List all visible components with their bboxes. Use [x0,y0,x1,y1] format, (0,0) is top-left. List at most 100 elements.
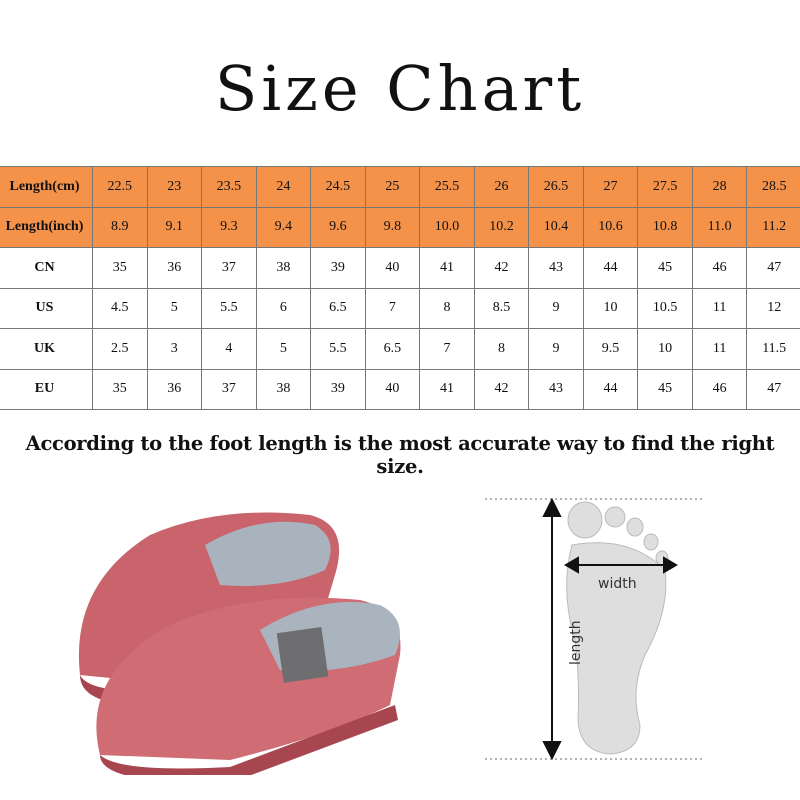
row-label: UK [0,328,93,370]
table-cell: 7 [364,287,421,329]
table-cell: 11.2 [746,206,800,248]
table-cell: 35 [92,247,148,289]
table-row: UK 2.5 3 4 5 5.5 6.5 7 8 9 9.5 10 11 11.5 [0,328,800,370]
table-cell: 11 [691,287,748,329]
table-cell: 5 [255,328,312,370]
table-cell: 25.5 [419,166,475,208]
table-cell: 39 [310,247,366,289]
table-cell: 41 [419,368,475,410]
table-cell: 9.1 [146,206,203,248]
table-cell: 26 [473,166,530,208]
slippers-image [78,512,401,775]
table-cell: 22.5 [92,166,148,208]
table-cell: 36 [146,368,203,410]
table-cell: 12 [746,287,800,329]
width-label: width [598,576,637,592]
table-cell: 10.8 [637,206,693,248]
table-cell: 23 [146,166,203,208]
table-cell: 7 [419,328,475,370]
table-cell: 40 [364,247,421,289]
table-cell: 5 [146,287,203,329]
table-cell: 10.5 [637,287,693,329]
row-label: Length(inch) [0,206,93,248]
size-table: Length(cm) 22.5 23 23.5 24 24.5 25 25.5 26 26.5 27… [0,166,800,410]
table-cell: 39 [310,368,366,410]
table-cell: 10 [637,328,693,370]
row-label: US [0,287,93,329]
table-cell: 8 [473,328,530,370]
table-cell: 10 [582,287,639,329]
table-cell: 10.0 [419,206,475,248]
table-cell: 45 [637,368,693,410]
table-row: EU 35 36 37 38 39 40 41 42 43 44 45 46 47 [0,368,800,410]
table-cell: 10.4 [528,206,584,248]
table-cell: 9 [528,328,584,370]
table-cell: 2.5 [92,328,148,370]
table-cell: 10.2 [473,206,530,248]
table-cell: 11.0 [691,206,748,248]
table-cell: 9.6 [310,206,366,248]
table-cell: 42 [473,247,530,289]
table-cell: 24 [255,166,312,208]
label-tag [276,627,329,683]
table-cell: 11 [691,328,748,370]
table-cell: 6 [255,287,312,329]
row-label: Length(cm) [0,166,93,208]
row-label: EU [0,368,93,410]
table-cell: 25 [364,166,421,208]
table-cell: 43 [528,368,584,410]
table-row: Length(inch) 8.9 9.1 9.3 9.4 9.6 9.8 10.0 10.2 10… [0,206,800,248]
foot-measure-diagram: width length [485,497,705,761]
table-cell: 8.5 [473,287,530,329]
table-cell: 9.3 [201,206,257,248]
table-cell: 9.8 [364,206,421,248]
table-cell: 8 [419,287,475,329]
table-cell: 46 [691,368,748,410]
table-cell: 27 [582,166,639,208]
table-cell: 38 [255,247,312,289]
table-cell: 36 [146,247,203,289]
table-cell: 6.5 [310,287,366,329]
width-arrow [564,556,678,574]
length-arrow [542,497,562,761]
table-cell: 47 [746,368,800,410]
table-cell: 28 [691,166,748,208]
table-cell: 47 [746,247,800,289]
table-cell: 41 [419,247,475,289]
table-cell: 35 [92,368,148,410]
foot-silhouette [566,501,669,755]
table-cell: 11.5 [746,328,800,370]
table-cell: 10.6 [582,206,639,248]
table-cell: 27.5 [637,166,693,208]
table-cell: 4.5 [92,287,148,329]
table-cell: 24.5 [310,166,366,208]
table-cell: 46 [691,247,748,289]
table-row: Length(cm) 22.5 23 23.5 24 24.5 25 25.5 26 26.5 27… [0,166,800,208]
table-cell: 43 [528,247,584,289]
table-cell: 9.4 [255,206,312,248]
table-cell: 9 [528,287,584,329]
table-cell: 9.5 [582,328,639,370]
table-cell: 26.5 [528,166,584,208]
table-cell: 44 [582,247,639,289]
table-cell: 37 [201,247,257,289]
table-cell: 3 [146,328,203,370]
table-cell: 5.5 [201,287,257,329]
table-row: US 4.5 5 5.5 6 6.5 7 8 8.5 9 10 10.5 11 12 [0,287,800,329]
table-cell: 28.5 [746,166,800,208]
table-cell: 40 [364,368,421,410]
table-cell: 38 [255,368,312,410]
table-cell: 8.9 [92,206,148,248]
table-cell: 4 [201,328,257,370]
table-cell: 44 [582,368,639,410]
length-label: length [568,620,584,665]
front-slipper [96,597,401,775]
page-title: Size Chart [214,52,586,125]
table-cell: 45 [637,247,693,289]
table-cell: 42 [473,368,530,410]
table-cell: 5.5 [310,328,366,370]
table-cell: 23.5 [201,166,257,208]
table-cell: 37 [201,368,257,410]
table-cell: 6.5 [364,328,421,370]
table-row: CN 35 36 37 38 39 40 41 42 43 44 45 46 47 [0,247,800,289]
